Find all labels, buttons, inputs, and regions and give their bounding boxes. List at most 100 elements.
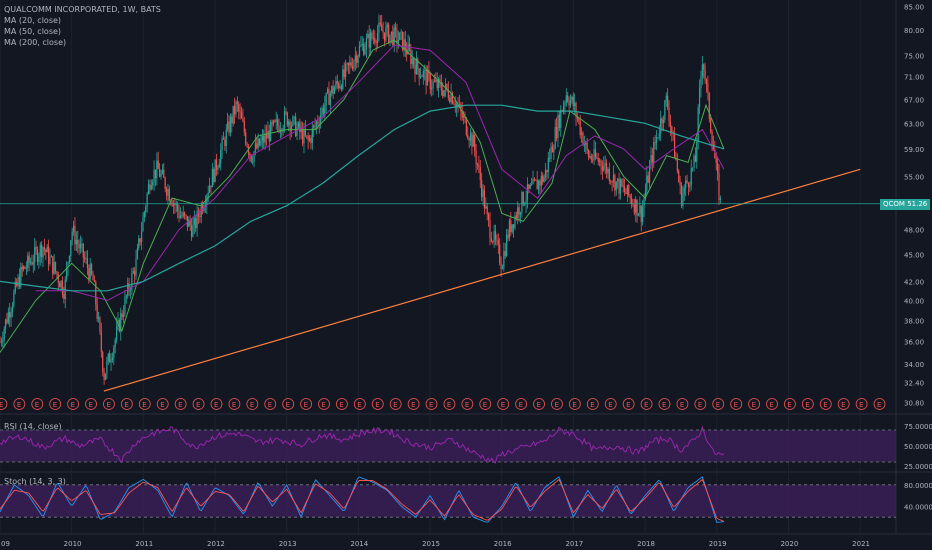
earnings-marker-label: E [841,401,845,409]
candle-body [607,168,609,174]
candle-body [374,37,376,42]
earnings-marker-label: E [805,401,809,409]
candle-body [576,116,579,119]
stoch-y-tick-label: 80.00000 [904,482,932,490]
candle-body [225,129,227,146]
candle-body [349,62,351,66]
y-tick-label: 67.00 [904,96,924,104]
candle-body [569,100,572,106]
candle-body [604,162,606,166]
x-tick-label: 2021 [852,540,870,548]
candle-body [321,107,323,116]
candle-body [551,146,554,153]
candle-body [197,210,200,217]
candle-body [217,167,219,170]
earnings-marker [730,398,743,410]
candle-body [317,121,319,124]
candle-body [3,328,5,341]
candle-body [24,266,26,269]
y-tick-label: 55.00 [904,173,924,181]
candle-body [578,118,580,122]
candle-body [399,32,401,41]
candle-body [292,117,294,126]
candle-body [451,92,454,104]
earnings-marker [246,398,259,410]
candle-body [485,206,487,209]
earnings-marker [192,398,205,410]
candle-body [644,191,647,200]
candle-body [653,142,655,163]
candle-body [142,217,144,232]
candle-body [518,207,520,215]
candle-body [308,137,311,141]
candle-body [558,115,560,129]
candle-body [10,311,12,318]
candle-body [415,58,418,75]
x-tick-label: 2018 [637,540,655,548]
x-tick-label: 2013 [279,540,297,548]
candle-body [49,256,51,264]
earnings-marker [264,398,277,410]
candle-body [154,169,157,178]
candle-body [346,63,348,65]
candle-body [686,180,688,183]
candle-body [210,185,212,188]
candle-body [318,123,320,125]
candle-body [286,112,288,126]
candle-body [622,186,624,187]
candle-body [167,189,169,196]
candle-body [115,326,118,340]
candle-body [528,184,530,189]
candle-body [411,58,413,64]
candle-body [472,135,474,147]
candle-body [586,142,588,151]
candle-body [571,96,573,101]
earnings-marker-label: E [214,401,218,409]
candle-body [260,140,262,146]
candle-body [619,179,622,194]
candle-body [257,138,259,149]
earnings-marker-label: E [769,401,773,409]
candle-body [231,116,233,124]
candle-body [618,178,620,194]
candle-body [336,81,338,84]
candle-body [657,137,659,138]
candle-body [227,121,229,130]
candle-body [300,128,302,133]
candle-body [314,125,316,127]
candle-body [679,182,681,186]
candle-body [414,64,416,75]
earnings-marker [425,398,438,410]
candle-body [301,128,304,144]
earnings-marker [586,398,599,410]
candle-body [461,110,463,118]
earnings-marker [300,398,312,410]
earnings-marker [443,398,456,410]
candle-body [449,98,451,103]
candle-body [685,180,687,188]
candle-body [433,81,436,83]
candle-body [643,199,645,208]
candle-body [206,196,208,205]
candle-body [109,353,111,363]
candle-body [715,158,717,163]
earnings-marker [407,398,420,410]
candle-body [367,33,369,39]
candle-body [543,177,545,183]
candle-body [447,89,449,99]
candle-body [486,206,488,215]
candle-body [156,160,158,178]
candle-body [669,121,672,127]
candle-body [579,121,581,135]
candle-body [121,313,123,317]
candle-body [506,234,508,256]
candle-body [72,225,75,232]
candle-body [443,89,445,97]
candle-body [0,341,1,343]
earnings-marker-label: E [752,401,756,409]
candle-body [608,168,610,181]
candle-body [714,149,716,159]
candle-body [242,118,244,122]
earnings-marker-label: E [357,401,361,409]
